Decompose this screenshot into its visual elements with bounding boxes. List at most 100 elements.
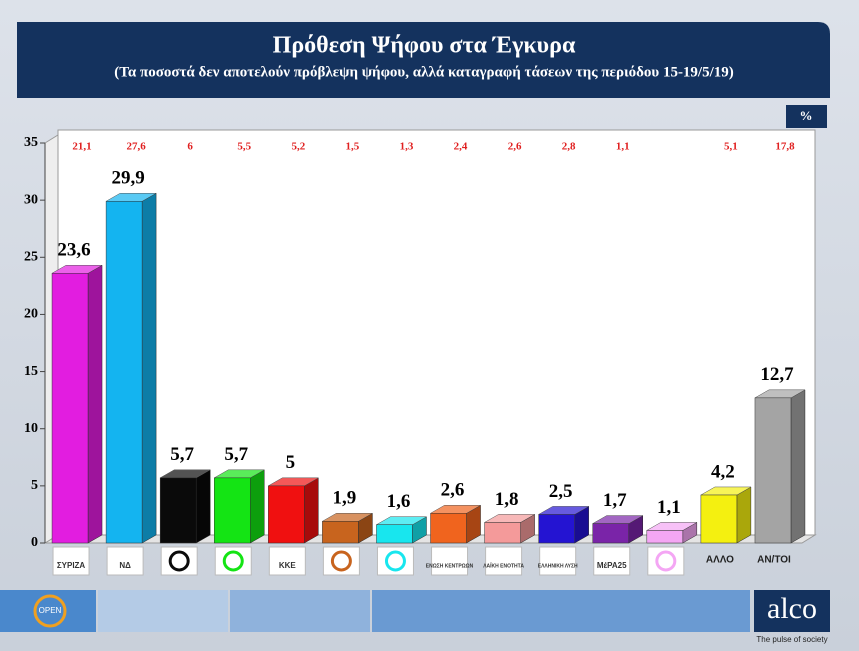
value-label: 1,1: [657, 497, 681, 518]
bar-side-shade: [412, 516, 427, 543]
bar-side-shade: [628, 515, 643, 543]
value-label: 5: [286, 452, 296, 473]
brand-tagline: The pulse of society: [756, 635, 827, 644]
value-label: 1,7: [603, 490, 627, 511]
bar-top-shade: [322, 513, 373, 522]
x-tick-label: ΕΛΛΗΝΙΚΗ ΛΥΣΗ: [538, 563, 578, 569]
x-tick-label: ΕΝΩΣΗ ΚΕΝΤΡΩΩΝ: [426, 563, 474, 569]
comparison-label: 1,3: [400, 141, 414, 153]
comparison-label: 2,8: [562, 141, 576, 153]
bar: [592, 523, 629, 544]
bar: [268, 485, 305, 544]
bar-top-shade: [268, 477, 319, 486]
party-logo: [593, 546, 631, 576]
chart-title: Πρόθεση Ψήφου στα Έγκυρα: [273, 33, 576, 59]
party-logo: [539, 546, 577, 576]
comparison-label: 5,1: [724, 141, 738, 153]
value-label: 2,6: [441, 480, 465, 501]
brand-name: alco: [767, 592, 817, 625]
bar-top-shade: [160, 469, 211, 478]
bar-side-shade: [790, 389, 805, 543]
bar: [646, 530, 684, 544]
party-emblem: [222, 550, 244, 572]
bar-side-shade: [250, 469, 265, 543]
bar-top-shade: [592, 515, 643, 524]
bar-side-shade: [466, 505, 481, 543]
bar: [484, 522, 521, 544]
back-wall: [57, 129, 816, 536]
x-tick-label: ΜέΡΑ25: [597, 561, 627, 570]
x-tick-label: ΛΑΪΚΗ ΕΝΟΤΗΤΑ: [483, 562, 524, 569]
bar-top-shade: [700, 487, 751, 495]
bar-top-shade: [376, 516, 427, 525]
bar-side-shade: [574, 506, 589, 543]
y-tick-label: 10: [24, 421, 38, 436]
bar: [214, 477, 251, 544]
y-tick-label: 0: [31, 535, 38, 550]
bar-side-shade: [358, 513, 373, 543]
bar-top-shade: [538, 506, 589, 515]
x-tick-label: ΑΝ/ΤΟΙ: [757, 555, 791, 566]
bar-side-shade: [88, 265, 103, 543]
bar-side-shade: [196, 469, 211, 543]
bar-top-shade: [484, 514, 535, 523]
y-tick-label: 20: [24, 307, 38, 322]
y-tick-label: 25: [24, 250, 38, 265]
comparison-label: 2,6: [508, 141, 522, 153]
comparison-label: 1,5: [346, 141, 360, 153]
party-logo: [106, 546, 144, 576]
party-emblem: [384, 550, 406, 572]
bar: [322, 521, 359, 544]
value-label: 1,6: [387, 491, 411, 512]
bar-top-shade: [430, 505, 481, 514]
comparison-label: 2,4: [454, 141, 468, 153]
bar-top-shade: [52, 265, 103, 274]
value-label: 23,6: [57, 240, 90, 261]
party-logo: [485, 546, 523, 576]
party-logo: [268, 546, 306, 576]
bar-side-shade: [142, 193, 157, 544]
party-emblem: [655, 550, 677, 572]
x-tick-label: ΣΥΡΙΖΑ: [57, 561, 86, 570]
bar: [538, 514, 575, 544]
unit-label: %: [800, 108, 813, 123]
comparison-label: 27,6: [126, 141, 146, 153]
bar: [430, 513, 467, 544]
value-label: 5,7: [224, 444, 248, 465]
bar-side-shade: [520, 514, 535, 543]
comparison-label: 6: [187, 141, 193, 153]
value-label: 4,2: [711, 461, 735, 482]
bar-top-shade: [646, 522, 697, 531]
bar-side-shade: [682, 522, 697, 543]
channel-name: OPEN: [39, 606, 62, 615]
x-tick-label: ΑΛΛΟ: [706, 555, 734, 566]
party-emblem: [168, 550, 190, 572]
bar-top-shade: [754, 389, 805, 398]
header: [17, 22, 830, 98]
y-tick-label: 15: [24, 364, 38, 379]
bar: [51, 273, 89, 544]
comparison-label: 5,5: [237, 141, 251, 153]
y-tick-label: 35: [24, 135, 38, 150]
bar: [105, 201, 143, 544]
bar: [376, 524, 413, 544]
value-label: 12,7: [760, 364, 794, 385]
bar-top-shade: [214, 469, 265, 478]
x-tick-label: ΚΚΕ: [279, 561, 297, 570]
value-label: 1,9: [333, 488, 357, 509]
footer-strip: [98, 590, 228, 632]
y-tick-label: 30: [24, 192, 38, 207]
value-label: 2,5: [549, 481, 573, 502]
party-logo: [431, 546, 469, 576]
x-tick-label: ΝΔ: [119, 561, 131, 570]
comparison-label: 5,2: [291, 141, 305, 153]
brand-box: [754, 590, 830, 632]
value-label: 29,9: [111, 168, 144, 189]
channel-logo: [33, 594, 67, 628]
bar-side-shade: [736, 487, 751, 543]
party-logo: [52, 546, 90, 576]
footer-strip: [230, 590, 370, 632]
comparison-label: 1,1: [616, 141, 630, 153]
